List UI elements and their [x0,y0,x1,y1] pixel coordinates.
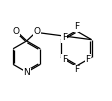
Text: O: O [13,27,20,36]
Text: F: F [62,33,67,42]
Text: F: F [74,22,79,32]
Text: O: O [34,26,41,36]
Text: N: N [23,68,30,77]
Text: F: F [62,55,67,64]
Text: F: F [86,55,91,64]
Text: F: F [74,65,79,75]
